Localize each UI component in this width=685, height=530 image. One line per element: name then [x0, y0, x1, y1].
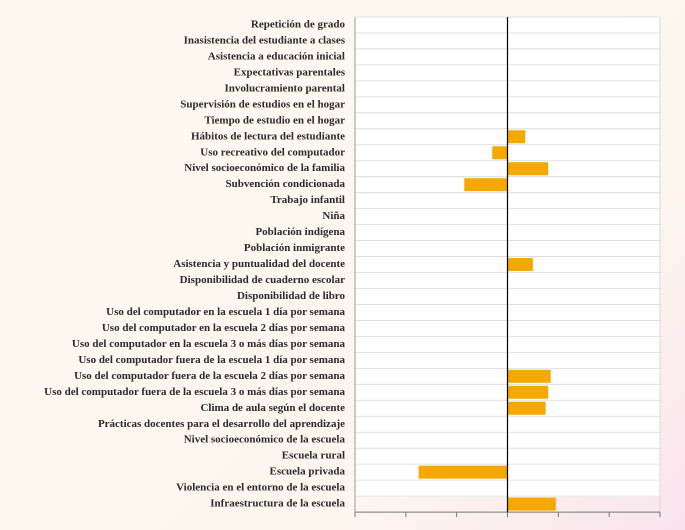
x-tick-label: 40: [602, 528, 616, 530]
y-tick-label: Disponibilidad de cuaderno escolar: [180, 274, 345, 286]
y-tick-label: Población inmigrante: [244, 242, 345, 254]
y-tick-label: Nivel socioeconómico de la escuela: [184, 434, 346, 446]
bar: [507, 258, 533, 272]
bar: [507, 130, 526, 144]
y-tick-label: Disponibilidad de libro: [237, 290, 346, 302]
bar: [492, 146, 508, 160]
y-tick-label: Inasistencia del estudiante a clases: [184, 34, 346, 46]
x-tick-label: 60: [653, 528, 667, 530]
y-tick-label: Uso del computador fuera de la escuela 2…: [74, 370, 345, 382]
bar: [507, 369, 551, 383]
y-tick-label: Repetición de grado: [251, 19, 346, 31]
y-tick-label: Asistencia a educación inicial: [208, 50, 345, 62]
y-tick-label: Escuela rural: [282, 450, 345, 462]
y-tick-label: Uso del computador en la escuela 3 o más…: [72, 338, 346, 350]
bar: [507, 162, 549, 176]
y-tick-label: Escuela privada: [270, 466, 346, 478]
y-tick-label: Población indígena: [255, 226, 345, 238]
y-tick-label: Hábitos de lectura del estudiante: [191, 130, 345, 142]
y-tick-label: Uso recreativo del computador: [200, 146, 345, 158]
bar: [418, 465, 508, 479]
y-tick-label: Uso del computador en la escuela 1 día p…: [106, 306, 345, 318]
x-tick-label: -20: [447, 528, 466, 530]
y-tick-label: Asistencia y puntualidad del docente: [173, 258, 345, 270]
y-tick-label: Violencia en el entorno de la escuela: [176, 482, 345, 494]
bar: [507, 497, 556, 511]
y-tick-label: Supervisión de estudios en el hogar: [180, 98, 345, 110]
x-tick-label: -40: [396, 528, 415, 530]
y-tick-label: Uso del computador fuera de la escuela 3…: [44, 386, 345, 398]
bar: [507, 401, 546, 415]
y-tick-label: Involucramiento parental: [225, 82, 346, 94]
y-tick-label: Niña: [322, 210, 345, 222]
y-tick-label: Tiempo de estudio en el hogar: [204, 114, 345, 126]
bar: [507, 385, 549, 399]
x-tick-label: -60: [346, 528, 365, 530]
y-tick-label: Expectativas parentales: [234, 66, 346, 78]
y-tick-label: Uso del computador fuera de la escuela 1…: [78, 354, 345, 366]
y-tick-label: Subvención condicionada: [225, 178, 345, 190]
y-tick-label: Nivel socioeconómico de la familia: [184, 162, 345, 174]
y-tick-label: Prácticas docentes para el desarrollo de…: [98, 418, 345, 430]
y-tick-label: Clima de aula según el docente: [200, 402, 345, 414]
bar: [464, 178, 508, 192]
x-tick-label: 0: [504, 528, 511, 530]
x-tick-label: 20: [551, 528, 565, 530]
y-tick-label: Infraestructura de la escuela: [210, 498, 345, 510]
y-tick-label: Trabajo infantil: [270, 194, 345, 206]
y-tick-label: Uso del computador en la escuela 2 días …: [102, 322, 346, 334]
